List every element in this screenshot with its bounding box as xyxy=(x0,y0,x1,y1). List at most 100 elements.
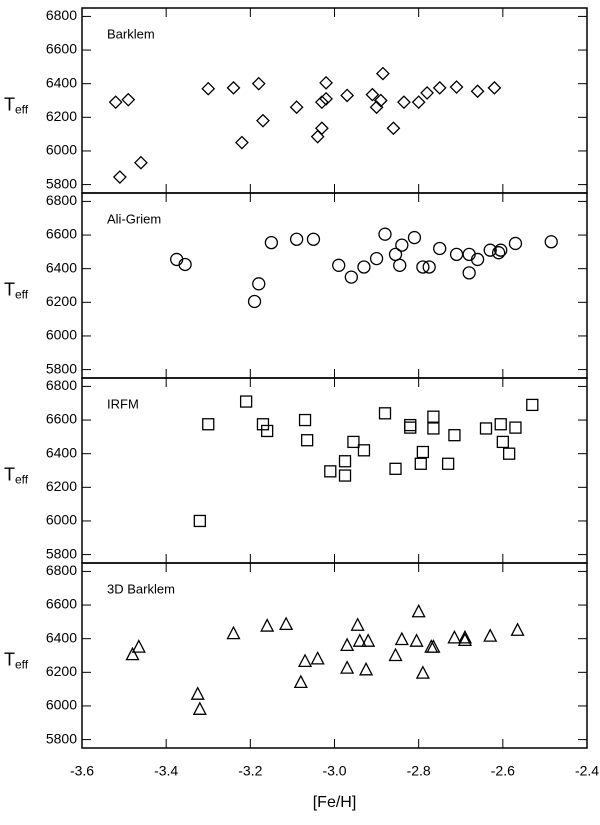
data-point xyxy=(352,633,367,647)
data-point xyxy=(178,257,192,272)
data-point xyxy=(344,270,358,284)
data-point xyxy=(494,243,508,257)
y-axis-label: Teff xyxy=(4,94,29,116)
y-axis-label-main: T xyxy=(4,279,15,299)
data-point xyxy=(338,455,352,468)
data-point xyxy=(420,86,435,100)
y-tick-label: 5800 xyxy=(46,360,77,376)
data-point xyxy=(375,66,390,81)
data-point xyxy=(404,418,417,432)
data-point xyxy=(121,92,136,107)
data-point xyxy=(310,650,325,665)
data-point xyxy=(193,514,206,528)
y-tick-label: 6600 xyxy=(46,411,77,427)
x-tick-label: -2.4 xyxy=(575,763,599,779)
data-point xyxy=(457,632,473,647)
data-point xyxy=(340,88,355,103)
panel-title: 3D Barklem xyxy=(107,581,175,596)
data-point xyxy=(449,80,464,94)
data-point xyxy=(239,395,253,408)
y-axis-label-main: T xyxy=(4,464,15,484)
data-point xyxy=(260,618,275,632)
data-point xyxy=(393,258,407,272)
data-point xyxy=(449,247,464,262)
y-tick-label: 6000 xyxy=(46,512,77,528)
data-point xyxy=(125,646,140,661)
data-point xyxy=(373,93,388,108)
data-point xyxy=(470,84,485,99)
data-point xyxy=(422,260,436,274)
data-point xyxy=(447,629,462,644)
y-axis-label-main: T xyxy=(4,649,15,669)
data-point xyxy=(395,238,409,252)
data-point xyxy=(479,422,493,435)
y-tick-label: 6800 xyxy=(46,192,77,208)
data-point xyxy=(347,435,360,449)
data-point xyxy=(416,260,430,274)
y-tick-label: 5800 xyxy=(46,175,77,191)
data-point xyxy=(483,628,498,642)
data-point xyxy=(279,616,294,631)
data-point xyxy=(389,462,402,475)
data-point xyxy=(448,429,461,442)
data-point xyxy=(108,95,123,110)
x-tick-label: -3.6 xyxy=(70,763,94,779)
y-tick-label: 6400 xyxy=(46,74,77,90)
data-point xyxy=(202,418,215,431)
data-point xyxy=(332,258,346,272)
data-point xyxy=(226,80,241,95)
data-point xyxy=(483,243,497,257)
data-point xyxy=(256,418,270,431)
data-point xyxy=(414,457,427,470)
data-point xyxy=(369,100,384,115)
data-point xyxy=(247,294,262,309)
data-point xyxy=(457,629,473,644)
data-point xyxy=(289,232,304,246)
data-point xyxy=(397,95,411,110)
y-axis-label-sub: eff xyxy=(15,288,29,302)
y-tick-label: 6200 xyxy=(46,663,77,679)
data-point xyxy=(494,418,507,431)
y-tick-label: 6800 xyxy=(46,562,77,578)
x-axis-label: [Fe/H] xyxy=(313,794,357,811)
data-point xyxy=(432,80,447,95)
data-point xyxy=(314,95,329,110)
data-point xyxy=(441,457,455,470)
data-point xyxy=(388,647,403,662)
data-point xyxy=(502,447,516,460)
data-point xyxy=(526,398,539,412)
data-point xyxy=(190,686,205,700)
data-point xyxy=(324,465,337,478)
data-point xyxy=(378,227,392,241)
y-tick-label: 6400 xyxy=(46,259,77,275)
data-point xyxy=(358,661,374,676)
data-point xyxy=(297,653,313,668)
data-point xyxy=(234,135,249,150)
y-axis-label-main: T xyxy=(4,94,15,114)
data-point xyxy=(319,75,334,90)
data-point xyxy=(319,91,334,106)
data-point xyxy=(509,421,522,434)
data-point xyxy=(112,170,127,184)
data-point xyxy=(357,260,371,274)
y-tick-label: 6800 xyxy=(46,377,77,393)
y-tick-label: 6800 xyxy=(46,7,77,23)
data-point xyxy=(462,266,476,280)
data-point xyxy=(251,76,266,91)
data-point xyxy=(261,424,274,438)
data-point xyxy=(131,639,146,653)
x-tick-label: -3.4 xyxy=(154,763,178,779)
data-point xyxy=(427,410,440,423)
y-tick-label: 6000 xyxy=(46,327,77,343)
data-point xyxy=(424,639,439,653)
data-point xyxy=(416,445,430,459)
data-point xyxy=(338,469,352,482)
panel-title: Barklem xyxy=(107,26,155,41)
data-point xyxy=(386,121,401,136)
data-point xyxy=(340,660,355,674)
y-tick-label: 5800 xyxy=(46,730,77,746)
y-axis-label: Teff xyxy=(4,649,29,671)
data-point xyxy=(264,235,279,250)
data-point xyxy=(433,241,447,256)
y-tick-label: 6600 xyxy=(46,41,77,57)
